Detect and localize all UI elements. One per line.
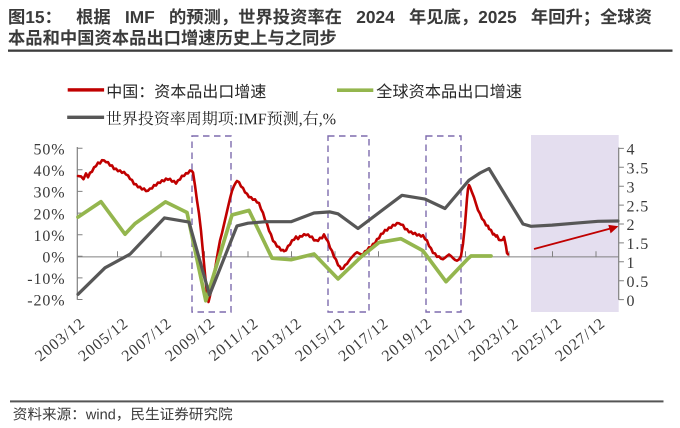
svg-text:1.5: 1.5 [627, 236, 650, 253]
svg-text:40%: 40% [33, 163, 65, 180]
svg-text:0: 0 [627, 293, 636, 310]
svg-text:20%: 20% [33, 206, 65, 223]
svg-text:0.5: 0.5 [627, 274, 650, 291]
svg-text:-10%: -10% [27, 271, 65, 288]
svg-text:2.5: 2.5 [627, 198, 650, 215]
svg-text:30%: 30% [33, 185, 65, 202]
svg-text:3: 3 [627, 179, 636, 196]
svg-text:1: 1 [627, 255, 636, 272]
svg-text:4: 4 [627, 142, 636, 159]
svg-text:3.5: 3.5 [627, 161, 650, 178]
svg-text:-20%: -20% [27, 293, 65, 310]
svg-text:0%: 0% [42, 250, 65, 267]
svg-text:50%: 50% [33, 141, 65, 158]
svg-text:10%: 10% [33, 228, 65, 245]
svg-text:2: 2 [627, 217, 636, 234]
